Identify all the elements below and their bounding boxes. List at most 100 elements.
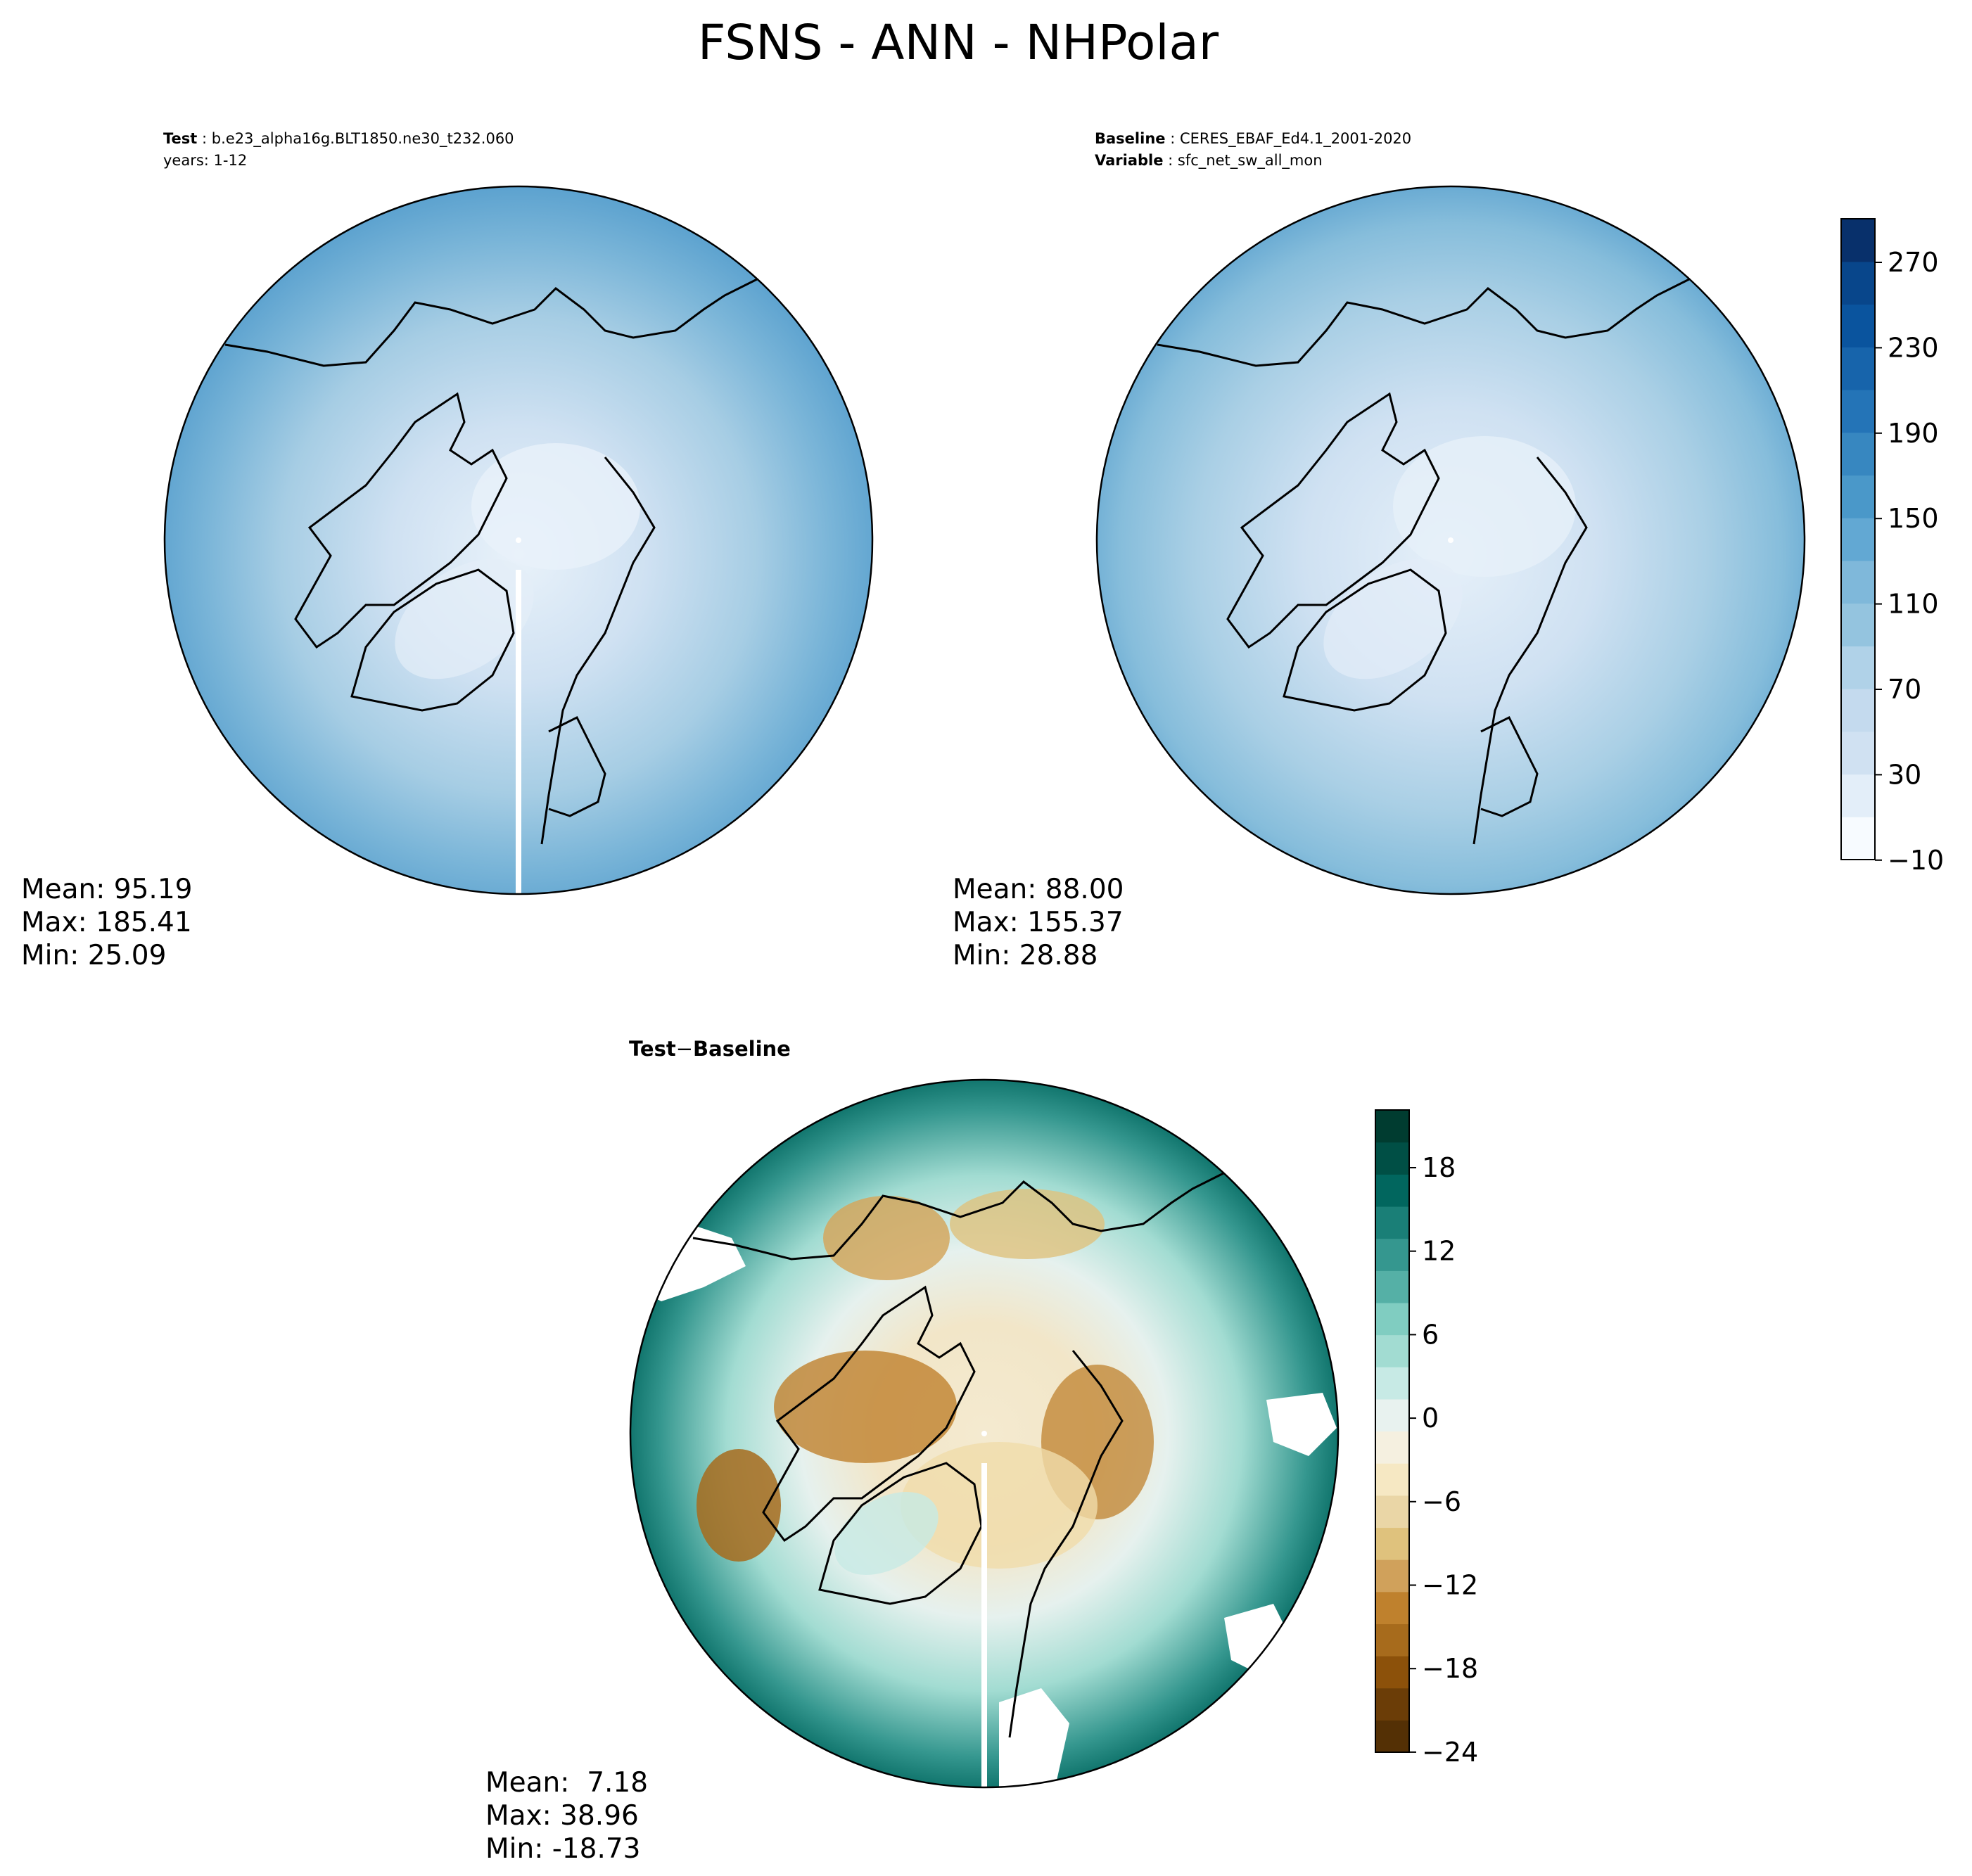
baseline-header-line2: Variable : sfc_net_sw_all_mon bbox=[1095, 152, 1323, 170]
colorbar-2-tick-label: 0 bbox=[1422, 1403, 1439, 1434]
diff-stat-mean: Mean: 7.18 bbox=[485, 1767, 648, 1799]
diff-neg-region-2 bbox=[950, 1189, 1105, 1259]
colorbar-2-tick-label: −24 bbox=[1422, 1737, 1478, 1768]
colorbar-1-segments bbox=[1841, 219, 1875, 860]
baseline-coastline-canada bbox=[1226, 392, 1440, 649]
diff-coastline-eurasia-north bbox=[692, 1170, 1228, 1261]
colorbar-2-segment bbox=[1375, 1527, 1409, 1560]
diff-map-border bbox=[629, 1078, 1340, 1789]
colorbar-2-segment bbox=[1375, 1623, 1409, 1657]
diff-header: Test−Baseline bbox=[629, 1037, 791, 1061]
figure-title: FSNS - ANN - NHPolar bbox=[698, 15, 1219, 71]
diff-coastline-siberia bbox=[1008, 1350, 1124, 1738]
panel-test: Test : b.e23_alpha16g.BLT1850.ne30_t232.… bbox=[21, 130, 874, 971]
colorbar-1-frame bbox=[1840, 218, 1876, 860]
colorbar-2-tick-label: 18 bbox=[1422, 1152, 1456, 1183]
test-header-line2: years: 1-12 bbox=[163, 152, 247, 169]
colorbar-2-segment bbox=[1375, 1559, 1409, 1593]
test-pole bbox=[516, 537, 521, 543]
test-map-border bbox=[163, 185, 874, 895]
test-header-colon: : bbox=[197, 130, 211, 147]
colorbar-2-segment bbox=[1375, 1142, 1409, 1175]
baseline-variable-label: Variable bbox=[1095, 152, 1163, 169]
test-header-value: b.e23_alpha16g.BLT1850.ne30_t232.060 bbox=[212, 130, 514, 148]
diff-stat-max: Max: 38.96 bbox=[485, 1800, 639, 1832]
baseline-header-label: Baseline bbox=[1095, 130, 1166, 147]
diff-seam bbox=[981, 1463, 987, 1787]
diff-pole bbox=[981, 1431, 987, 1436]
colorbar-1-segment bbox=[1841, 689, 1875, 732]
colorbar-2-segment bbox=[1375, 1463, 1409, 1496]
colorbar-2-segment bbox=[1375, 1334, 1409, 1367]
colorbar-2-segment bbox=[1375, 1591, 1409, 1624]
colorbar-2-tick-label: 6 bbox=[1422, 1319, 1439, 1350]
colorbar-1-segment bbox=[1841, 432, 1875, 476]
test-stat-max: Max: 185.41 bbox=[21, 907, 192, 938]
colorbar-1-tick-label: 150 bbox=[1888, 503, 1939, 534]
baseline-arctic-core bbox=[1393, 436, 1576, 577]
test-map bbox=[165, 186, 872, 894]
baseline-variable-colon: : bbox=[1163, 152, 1177, 169]
diff-mask-3 bbox=[999, 1688, 1069, 1787]
colorbar-2-tick-label: −6 bbox=[1422, 1486, 1461, 1517]
test-coastline-greenland bbox=[350, 568, 515, 712]
diff-stat-min: Min: -18.73 bbox=[485, 1833, 640, 1865]
diff-neg-region-1 bbox=[823, 1196, 950, 1280]
test-arctic-core bbox=[471, 443, 640, 570]
baseline-coastline-greenland bbox=[1283, 568, 1447, 712]
colorbar-2-segment bbox=[1375, 1687, 1409, 1721]
diff-neg-region-center bbox=[901, 1442, 1098, 1569]
diff-coastline-canada bbox=[762, 1285, 976, 1543]
colorbar-2-segment bbox=[1375, 1238, 1409, 1271]
colorbar-1-segment bbox=[1841, 261, 1875, 305]
baseline-header-colon: : bbox=[1166, 130, 1180, 147]
colorbar-2-segment bbox=[1375, 1174, 1409, 1207]
colorbar-2-ticks: 18 12 6 0 −6 −12 −18 −24 bbox=[1409, 1152, 1478, 1768]
colorbar-1-tick-label: 110 bbox=[1888, 589, 1939, 620]
colorbar-2-segment bbox=[1375, 1495, 1409, 1529]
diff-pos-region-greenland bbox=[834, 1492, 939, 1575]
colorbar-1-segment bbox=[1841, 560, 1875, 604]
test-coastline-scandinavia bbox=[548, 715, 606, 817]
colorbar-1-segment bbox=[1841, 389, 1875, 433]
test-stat-mean: Mean: 95.19 bbox=[21, 874, 192, 905]
test-coastline-siberia bbox=[540, 457, 656, 845]
colorbar-1-segment bbox=[1841, 774, 1875, 817]
diff-mask-2 bbox=[1266, 1393, 1337, 1456]
baseline-coastline-siberia bbox=[1472, 457, 1588, 845]
colorbar-1-tick-label: 190 bbox=[1888, 418, 1939, 449]
panel-difference: Test−Baseline Mean: 7.18 Ma bbox=[485, 1037, 1340, 1865]
baseline-coastline-eurasia-north bbox=[1157, 276, 1693, 367]
colorbar-1-segment bbox=[1841, 219, 1875, 262]
baseline-map bbox=[1097, 186, 1805, 894]
colorbar-2-segments bbox=[1375, 1110, 1409, 1753]
colorbar-2-segment bbox=[1375, 1367, 1409, 1400]
baseline-pole bbox=[1448, 537, 1453, 543]
colorbar-1-segment bbox=[1841, 518, 1875, 561]
colorbar-2-segment bbox=[1375, 1270, 1409, 1303]
baseline-greenland-field bbox=[1323, 559, 1463, 679]
colorbar-2-segment bbox=[1375, 1398, 1409, 1432]
baseline-header-line1: Baseline : CERES_EBAF_Ed4.1_2001-2020 bbox=[1095, 130, 1411, 148]
diff-header-value: Baseline bbox=[693, 1037, 791, 1061]
diff-header-sep: − bbox=[676, 1037, 693, 1061]
baseline-map-border bbox=[1095, 185, 1806, 895]
colorbar-1-segment bbox=[1841, 817, 1875, 860]
diff-coastline-greenland bbox=[818, 1462, 983, 1605]
baseline-coastline-scandinavia bbox=[1480, 715, 1539, 817]
diff-header-label: Test bbox=[629, 1037, 676, 1061]
colorbar-1-segment bbox=[1841, 731, 1875, 775]
colorbar-1-segment bbox=[1841, 646, 1875, 689]
colorbar-1-tick-label: 270 bbox=[1888, 247, 1939, 278]
colorbar-test-baseline: 270 230 190 150 110 70 30 −10 bbox=[1840, 218, 1944, 876]
colorbar-1-tick-label: 30 bbox=[1888, 759, 1921, 790]
colorbar-1-ticks: 270 230 190 150 110 70 30 −10 bbox=[1875, 247, 1944, 876]
colorbar-1-tick-label: −10 bbox=[1888, 845, 1944, 876]
colorbar-1-tick-label: 230 bbox=[1888, 332, 1939, 363]
colorbar-2-tick-label: 12 bbox=[1422, 1236, 1456, 1267]
baseline-variable-value: sfc_net_sw_all_mon bbox=[1178, 152, 1323, 170]
baseline-stat-min: Min: 28.88 bbox=[953, 940, 1098, 971]
colorbar-2-frame bbox=[1375, 1109, 1410, 1753]
colorbar-2-segment bbox=[1375, 1656, 1409, 1689]
